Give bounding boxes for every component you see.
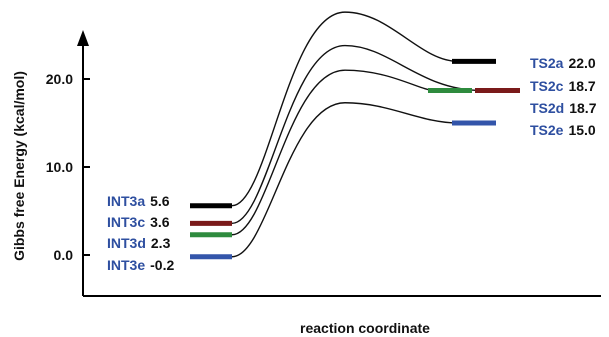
intermediate-label: INT3d 2.3: [107, 235, 171, 251]
y-tick-label: 10.0: [46, 159, 73, 175]
y-axis-arrowhead: [77, 30, 89, 46]
transition-state-name: TS2d: [530, 100, 564, 116]
intermediate-name: INT3c: [107, 214, 145, 230]
intermediate-value: 3.6: [150, 214, 170, 230]
transition-state-name: TS2e: [530, 122, 564, 138]
y-tick-label: 0.0: [54, 247, 74, 263]
x-axis-label: reaction coordinate: [300, 320, 430, 336]
intermediate-name: INT3a: [107, 193, 145, 209]
barrier-curves: [231, 11, 482, 258]
barrier-curve: [231, 69, 435, 236]
barrier-curve: [231, 11, 459, 207]
intermediate-label: INT3a 5.6: [107, 193, 170, 209]
y-tick-label: 20.0: [46, 71, 73, 87]
transition-state-label: TS2d 18.7: [530, 100, 597, 116]
transition-state-value: 18.7: [568, 78, 595, 94]
intermediate-name: INT3d: [107, 235, 146, 251]
intermediate-label: INT3e -0.2: [107, 257, 174, 273]
intermediate-value: 2.3: [151, 235, 171, 251]
transition-state-value: 22.0: [568, 55, 595, 71]
intermediate-name: INT3e: [107, 257, 145, 273]
transition-state-value: 15.0: [568, 122, 595, 138]
intermediate-value: 5.6: [150, 193, 170, 209]
intermediate-label: INT3c 3.6: [107, 214, 170, 230]
transition-state-name: TS2a: [530, 55, 564, 71]
intermediate-value: -0.2: [150, 257, 174, 273]
energy-levels: [190, 58, 520, 260]
transition-state-name: TS2c: [530, 78, 564, 94]
y-axis-label: Gibbs free Energy (kcal/mol): [11, 71, 27, 261]
transition-state-value: 18.7: [569, 100, 596, 116]
barrier-curve: [231, 102, 459, 258]
transition-state-label: TS2e 15.0: [530, 122, 596, 138]
barrier-curve: [231, 44, 482, 225]
transition-state-label: TS2a 22.0: [530, 55, 596, 71]
y-ticks: 0.0 10.0 20.0: [46, 71, 90, 263]
transition-state-label: TS2c 18.7: [530, 78, 596, 94]
